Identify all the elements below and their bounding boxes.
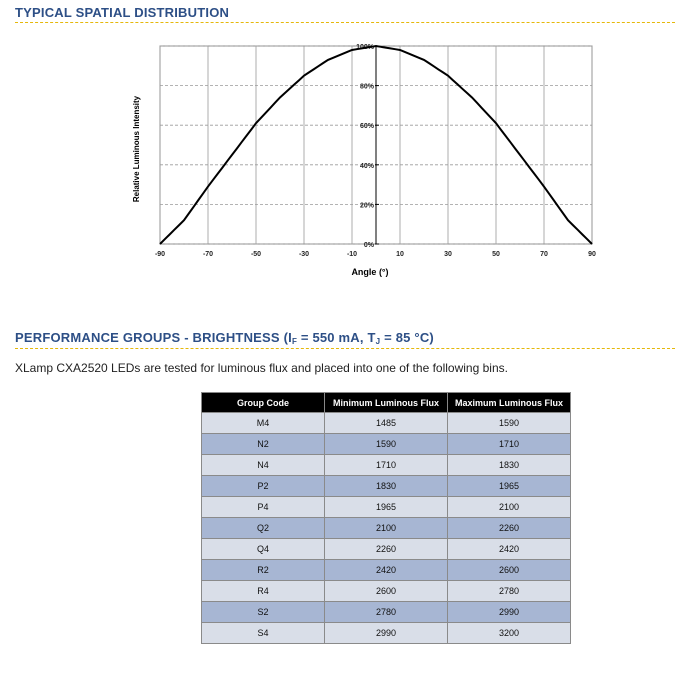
min-flux-cell: 1590 <box>324 433 448 455</box>
table-row: R4 2600 2780 <box>201 580 571 602</box>
min-flux-cell: 2260 <box>324 538 448 560</box>
min-flux-cell: 2600 <box>324 580 448 602</box>
x-tick-label: 50 <box>492 251 500 258</box>
y-tick-label: 80% <box>360 84 375 91</box>
brightness-bins-table: Group Code Minimum Luminous Flux Maximum… <box>201 392 571 644</box>
performance-groups-heading: PERFORMANCE GROUPS - BRIGHTNESS (IF = 55… <box>15 330 434 346</box>
table-row: Q4 2260 2420 <box>201 538 571 560</box>
group-code-cell: P2 <box>201 475 325 497</box>
max-flux-cell: 2600 <box>447 559 571 581</box>
header-group-code: Group Code <box>201 392 325 413</box>
group-code-cell: R2 <box>201 559 325 581</box>
min-flux-cell: 1710 <box>324 454 448 476</box>
y-tick-label: 40% <box>360 163 375 170</box>
group-code-cell: Q4 <box>201 538 325 560</box>
x-tick-label: -70 <box>203 251 213 258</box>
table-row: N4 1710 1830 <box>201 454 571 476</box>
spatial-distribution-heading: TYPICAL SPATIAL DISTRIBUTION <box>15 5 230 20</box>
bins-intro-text: XLamp CXA2520 LEDs are tested for lumino… <box>15 361 508 375</box>
table-row: R2 2420 2600 <box>201 559 571 581</box>
performance-heading-post: = 85 °C) <box>380 330 434 345</box>
max-flux-cell: 2260 <box>447 517 571 539</box>
min-flux-cell: 2100 <box>324 517 448 539</box>
y-tick-label: 60% <box>360 123 375 130</box>
y-tick-label: 20% <box>360 202 375 209</box>
group-code-cell: N2 <box>201 433 325 455</box>
x-tick-label: 70 <box>540 251 548 258</box>
group-code-cell: R4 <box>201 580 325 602</box>
max-flux-cell: 2100 <box>447 496 571 518</box>
subscript-j: J <box>375 337 381 346</box>
table-row: P4 1965 2100 <box>201 496 571 518</box>
x-tick-label: -30 <box>299 251 309 258</box>
performance-heading-mid: = 550 mA, T <box>297 330 376 345</box>
vertical-gridlines <box>159 46 593 244</box>
max-flux-cell: 3200 <box>447 622 571 644</box>
spatial-distribution-chart: 0%20%40%60%80%100% -90 -70 -50 -30 -10 10 30 50… <box>132 44 596 277</box>
min-flux-cell: 2990 <box>324 622 448 644</box>
x-axis-label: Angle (°) <box>351 267 388 277</box>
max-flux-cell: 2780 <box>447 580 571 602</box>
table-row: M4 1485 1590 <box>201 412 571 434</box>
table-row: P2 1830 1965 <box>201 475 571 497</box>
intensity-curve <box>159 44 593 245</box>
min-flux-cell: 1830 <box>324 475 448 497</box>
x-tick-label: 90 <box>588 251 596 258</box>
table-row: N2 1590 1710 <box>201 433 571 455</box>
group-code-cell: S2 <box>201 601 325 623</box>
max-flux-cell: 1830 <box>447 454 571 476</box>
min-flux-cell: 1965 <box>324 496 448 518</box>
x-tick-label: 10 <box>396 251 404 258</box>
x-tick-label: -90 <box>155 251 165 258</box>
heading-divider <box>15 348 675 349</box>
max-flux-cell: 1965 <box>447 475 571 497</box>
header-max-flux: Maximum Luminous Flux <box>447 392 571 413</box>
max-flux-cell: 2420 <box>447 538 571 560</box>
heading-divider <box>15 22 675 23</box>
y-tick-label: 0% <box>364 242 375 249</box>
subscript-f: F <box>291 337 298 346</box>
min-flux-cell: 1485 <box>324 412 448 434</box>
x-tick-labels: -90 -70 -50 -30 -10 10 30 50 70 90 <box>155 251 596 258</box>
performance-heading-pre: PERFORMANCE GROUPS - BRIGHTNESS (I <box>15 330 292 345</box>
table-row: Q2 2100 2260 <box>201 517 571 539</box>
group-code-cell: S4 <box>201 622 325 644</box>
max-flux-cell: 2990 <box>447 601 571 623</box>
x-tick-label: -10 <box>347 251 357 258</box>
group-code-cell: P4 <box>201 496 325 518</box>
max-flux-cell: 1710 <box>447 433 571 455</box>
x-tick-label: -50 <box>251 251 261 258</box>
x-tick-label: 30 <box>444 251 452 258</box>
group-code-cell: N4 <box>201 454 325 476</box>
y-axis-label: Relative Luminous Intensity <box>132 95 141 202</box>
max-flux-cell: 1590 <box>447 412 571 434</box>
table-row: S2 2780 2990 <box>201 601 571 623</box>
table-header-row: Group Code Minimum Luminous Flux Maximum… <box>201 392 571 413</box>
min-flux-cell: 2780 <box>324 601 448 623</box>
min-flux-cell: 2420 <box>324 559 448 581</box>
table-row: S4 2990 3200 <box>201 622 571 644</box>
group-code-cell: Q2 <box>201 517 325 539</box>
group-code-cell: M4 <box>201 412 325 434</box>
header-min-flux: Minimum Luminous Flux <box>324 392 448 413</box>
